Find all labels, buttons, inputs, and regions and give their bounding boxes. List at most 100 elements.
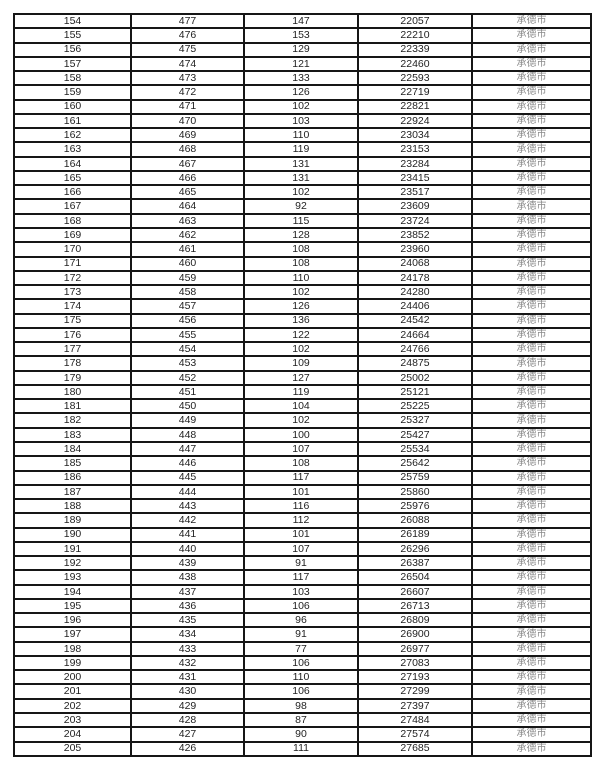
cumulative-count-cell: 22460 xyxy=(358,56,472,72)
count-cell: 111 xyxy=(244,741,358,756)
city-cell: 承德市 xyxy=(472,28,591,43)
cumulative-count-cell: 27083 xyxy=(358,655,472,671)
cumulative-count-cell: 24875 xyxy=(358,356,472,371)
table-row: 170 461 108 23960 承德市 xyxy=(14,242,591,257)
count-cell: 133 xyxy=(244,71,358,86)
count-cell: 117 xyxy=(244,470,358,485)
table-row: 188 443 116 25976 承德市 xyxy=(14,499,591,514)
table-row: 171 460 108 24068 承德市 xyxy=(14,256,591,271)
table-row: 189 442 112 26088 承德市 xyxy=(14,513,591,528)
cumulative-count-cell: 27574 xyxy=(358,727,472,742)
rank-cell: 161 xyxy=(14,113,131,129)
city-cell: 承德市 xyxy=(472,627,591,642)
rank-cell: 186 xyxy=(14,470,131,485)
table-row: 168 463 115 23724 承德市 xyxy=(14,213,591,228)
table-row: 183 448 100 25427 承德市 xyxy=(14,427,591,442)
table-row: 184 447 107 25534 承德市 xyxy=(14,441,591,457)
rank-cell: 187 xyxy=(14,484,131,500)
table-row: 199 432 106 27083 承德市 xyxy=(14,655,591,671)
cumulative-count-cell: 23852 xyxy=(358,227,472,243)
score-cell: 474 xyxy=(131,56,244,72)
cumulative-count-cell: 22924 xyxy=(358,113,472,129)
cumulative-count-cell: 25860 xyxy=(358,484,472,500)
cumulative-count-cell: 24280 xyxy=(358,285,472,300)
score-cell: 477 xyxy=(131,14,244,29)
score-cell: 469 xyxy=(131,128,244,143)
score-cell: 432 xyxy=(131,655,244,671)
city-cell: 承德市 xyxy=(472,741,591,756)
table-row: 198 433 77 26977 承德市 xyxy=(14,641,591,656)
score-cell: 433 xyxy=(131,641,244,656)
rank-cell: 193 xyxy=(14,570,131,585)
rank-cell: 174 xyxy=(14,299,131,314)
cumulative-count-cell: 23724 xyxy=(358,213,472,228)
table-row: 165 466 131 23415 承德市 xyxy=(14,170,591,186)
count-cell: 102 xyxy=(244,285,358,300)
city-cell: 承德市 xyxy=(472,299,591,314)
table-row: 205 426 111 27685 承德市 xyxy=(14,741,591,756)
rank-cell: 168 xyxy=(14,213,131,228)
cumulative-count-cell: 23153 xyxy=(358,142,472,157)
count-cell: 117 xyxy=(244,570,358,585)
table-row: 176 455 122 24664 承德市 xyxy=(14,327,591,343)
score-cell: 438 xyxy=(131,570,244,585)
table-row: 194 437 103 26607 承德市 xyxy=(14,584,591,599)
rank-cell: 204 xyxy=(14,727,131,742)
score-cell: 452 xyxy=(131,370,244,385)
city-cell: 承德市 xyxy=(472,342,591,357)
count-cell: 102 xyxy=(244,185,358,200)
city-cell: 承德市 xyxy=(472,613,591,628)
rank-cell: 158 xyxy=(14,71,131,86)
cumulative-count-cell: 25002 xyxy=(358,370,472,385)
count-cell: 127 xyxy=(244,370,358,385)
count-cell: 91 xyxy=(244,556,358,571)
cumulative-count-cell: 26189 xyxy=(358,527,472,542)
cumulative-count-cell: 24068 xyxy=(358,256,472,271)
city-cell: 承德市 xyxy=(472,684,591,699)
table-row: 157 474 121 22460 承德市 xyxy=(14,56,591,72)
count-cell: 77 xyxy=(244,641,358,656)
count-cell: 153 xyxy=(244,28,358,43)
rank-cell: 183 xyxy=(14,427,131,442)
rank-cell: 184 xyxy=(14,441,131,457)
count-cell: 112 xyxy=(244,513,358,528)
city-cell: 承德市 xyxy=(472,242,591,257)
city-cell: 承德市 xyxy=(472,541,591,557)
city-cell: 承德市 xyxy=(472,584,591,599)
rank-cell: 163 xyxy=(14,142,131,157)
rank-cell: 159 xyxy=(14,85,131,100)
city-cell: 承德市 xyxy=(472,556,591,571)
city-cell: 承德市 xyxy=(472,598,591,614)
rank-cell: 173 xyxy=(14,285,131,300)
score-cell: 439 xyxy=(131,556,244,571)
score-cell: 462 xyxy=(131,227,244,243)
city-cell: 承德市 xyxy=(472,456,591,471)
score-cell: 463 xyxy=(131,213,244,228)
count-cell: 126 xyxy=(244,85,358,100)
cumulative-count-cell: 25976 xyxy=(358,499,472,514)
count-cell: 96 xyxy=(244,613,358,628)
rank-cell: 176 xyxy=(14,327,131,343)
count-cell: 108 xyxy=(244,242,358,257)
count-cell: 101 xyxy=(244,527,358,542)
count-cell: 109 xyxy=(244,356,358,371)
score-cell: 446 xyxy=(131,456,244,471)
city-cell: 承德市 xyxy=(472,313,591,328)
count-cell: 102 xyxy=(244,99,358,114)
city-cell: 承德市 xyxy=(472,113,591,129)
city-cell: 承德市 xyxy=(472,56,591,72)
table-row: 163 468 119 23153 承德市 xyxy=(14,142,591,157)
score-cell: 461 xyxy=(131,242,244,257)
cumulative-count-cell: 26809 xyxy=(358,613,472,628)
count-cell: 102 xyxy=(244,413,358,428)
table-row: 173 458 102 24280 承德市 xyxy=(14,285,591,300)
count-cell: 91 xyxy=(244,627,358,642)
city-cell: 承德市 xyxy=(472,85,591,100)
score-cell: 440 xyxy=(131,541,244,557)
score-cell: 472 xyxy=(131,85,244,100)
count-cell: 129 xyxy=(244,42,358,57)
city-cell: 承德市 xyxy=(472,285,591,300)
table-row: 167 464 92 23609 承德市 xyxy=(14,199,591,214)
score-cell: 466 xyxy=(131,170,244,186)
